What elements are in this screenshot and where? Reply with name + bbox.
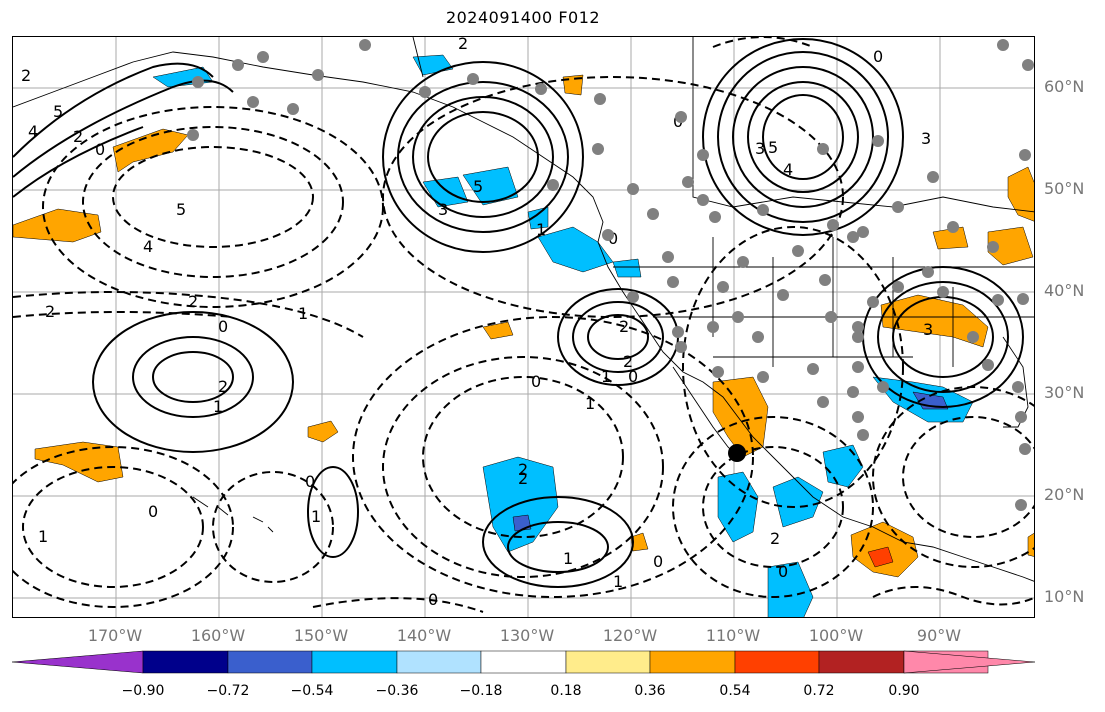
contour-label: 1 bbox=[38, 527, 48, 546]
contour-label: 0 bbox=[428, 590, 438, 609]
contour-label: 0 bbox=[148, 502, 158, 521]
colorbar-tick-label: 0.72 bbox=[803, 683, 835, 699]
contour-label: 1 bbox=[563, 549, 573, 568]
colorbar-cell bbox=[649, 650, 736, 674]
contour-label: 2 bbox=[458, 37, 468, 53]
map-panel[interactable]: 2 5 4 0 2 5 4 2 1 0 2 1 2 3 5 3 2 0 1 3 … bbox=[12, 36, 1035, 618]
colorbar-cell bbox=[903, 650, 1036, 674]
contour-label: 2 bbox=[21, 66, 31, 85]
lon-label: 90°W bbox=[916, 626, 962, 645]
contour-label: 2 bbox=[518, 460, 528, 479]
colorbar bbox=[11, 650, 1036, 674]
colorbar-tick-label: 0.18 bbox=[550, 683, 582, 699]
lon-label: 130°W bbox=[499, 626, 555, 645]
contour-label: 5 bbox=[473, 177, 483, 196]
colorbar-cell bbox=[734, 650, 820, 674]
lon-label: 150°W bbox=[293, 626, 349, 645]
contour-label: 0 bbox=[305, 472, 315, 491]
contour-label: 2 bbox=[770, 529, 780, 548]
colorbar-cell bbox=[311, 650, 398, 674]
contour-label: 2 bbox=[218, 377, 228, 396]
contour-label: 4 bbox=[783, 160, 793, 179]
contour-label: 1 bbox=[613, 572, 623, 591]
marker-dot bbox=[728, 444, 746, 462]
contour-label: 1 bbox=[536, 220, 546, 239]
lon-label: 120°W bbox=[602, 626, 658, 645]
contour-label: 0 bbox=[531, 372, 541, 391]
contour-label: 5 bbox=[53, 102, 63, 121]
contour-label: 2 bbox=[619, 317, 629, 336]
contour-label: 2 bbox=[623, 352, 633, 371]
colorbar-cell bbox=[565, 650, 651, 674]
colorbar-tick-label: −0.36 bbox=[375, 683, 419, 699]
lat-label: 30°N bbox=[1044, 383, 1085, 402]
colorbar-tick-label: −0.54 bbox=[290, 683, 334, 699]
lat-label: 40°N bbox=[1044, 281, 1085, 300]
colorbar-tick-label: −0.18 bbox=[459, 683, 503, 699]
colorbar-tick-label: −0.72 bbox=[206, 683, 250, 699]
contour-label: 3 bbox=[438, 200, 448, 219]
lat-label: 10°N bbox=[1044, 587, 1085, 606]
contour-label: 0 bbox=[778, 562, 788, 581]
contour-label: 2 bbox=[45, 302, 55, 321]
contour-labels: 2 5 4 0 2 5 4 2 1 0 2 1 2 3 5 3 2 0 1 3 … bbox=[21, 37, 933, 609]
colorbar-cell bbox=[142, 650, 229, 674]
contour-label: 0 bbox=[95, 140, 105, 159]
contour-label: 1 bbox=[311, 507, 321, 526]
contour-label: 0 bbox=[608, 229, 618, 248]
contour-label: 2 bbox=[73, 127, 83, 146]
lon-label: 100°W bbox=[808, 626, 864, 645]
contour-label: 0 bbox=[218, 317, 228, 336]
map-canvas[interactable]: 2 5 4 0 2 5 4 2 1 0 2 1 2 3 5 3 2 0 1 3 … bbox=[13, 37, 1035, 618]
contour-label: 3 bbox=[755, 139, 765, 158]
contour-label: 2 bbox=[518, 469, 528, 488]
lon-label: 170°W bbox=[87, 626, 143, 645]
contour-label: 4 bbox=[143, 237, 153, 256]
contour-label: 0 bbox=[873, 47, 883, 66]
contour-label: 2 bbox=[188, 292, 198, 311]
contours-dashed bbox=[13, 37, 1034, 613]
lat-label: 50°N bbox=[1044, 179, 1085, 198]
colorbar-cell bbox=[480, 650, 567, 674]
contour-label: 3 bbox=[923, 320, 933, 339]
contour-label: 1 bbox=[585, 394, 595, 413]
contour-label: 5 bbox=[768, 138, 778, 157]
colorbar-tick-label: −0.90 bbox=[121, 683, 165, 699]
lon-label: 160°W bbox=[190, 626, 246, 645]
contour-label: 0 bbox=[653, 552, 663, 571]
colorbar-cell bbox=[396, 650, 482, 674]
contour-label: 3 bbox=[921, 129, 931, 148]
colorbar-tick-label: 0.54 bbox=[719, 683, 751, 699]
contour-label: 4 bbox=[28, 122, 38, 141]
lon-label: 110°W bbox=[705, 626, 761, 645]
lat-label: 20°N bbox=[1044, 485, 1085, 504]
colorbar-cell bbox=[11, 650, 144, 674]
colorbar-cell bbox=[818, 650, 905, 674]
contour-label: 1 bbox=[298, 304, 308, 323]
lat-label: 60°N bbox=[1044, 77, 1085, 96]
contour-label: 1 bbox=[601, 367, 611, 386]
map-title: 2024091400 F012 bbox=[445, 8, 601, 27]
contour-label: 0 bbox=[628, 367, 638, 386]
colorbar-tick-label: 0.90 bbox=[888, 683, 920, 699]
station-dots bbox=[187, 39, 1034, 511]
colorbar-tick-label: 0.36 bbox=[634, 683, 666, 699]
colorbar-cell bbox=[227, 650, 313, 674]
contour-label: 1 bbox=[213, 397, 223, 416]
contours-solid bbox=[13, 38, 1024, 588]
contour-label: 5 bbox=[176, 200, 186, 219]
lon-label: 140°W bbox=[396, 626, 452, 645]
